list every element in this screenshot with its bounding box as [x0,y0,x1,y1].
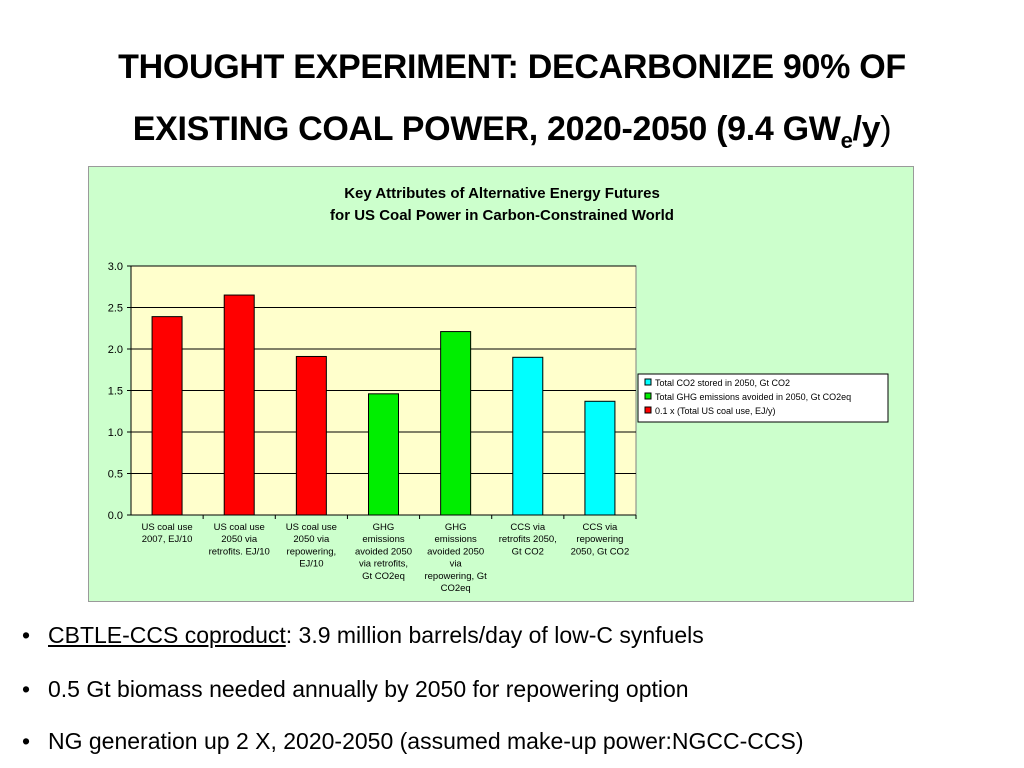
bullet-1-underlined: CBTLE-CCS coproduct [48,622,286,648]
bullet-dot: • [22,676,31,702]
x-tick-label: 2050 via [293,534,330,545]
x-tick-label: US coal use [141,522,192,533]
bullet-item-1: • CBTLE-CCS coproduct: 3.9 million barrel… [22,622,704,649]
y-tick-label: 1.0 [108,427,123,439]
x-tick-label: via [450,559,463,570]
legend-swatch [644,406,652,414]
legend-label: Total CO2 stored in 2050, Gt CO2 [655,378,790,388]
x-tick-label: avoided 2050 [427,546,484,557]
legend-swatch [644,392,652,400]
y-tick-label: 0.5 [108,469,123,481]
x-tick-label: CCS via [583,522,619,533]
y-tick-label: 2.0 [108,344,123,356]
bullet-2-text: 0.5 Gt biomass needed annually by 2050 f… [48,676,689,702]
legend [637,373,889,423]
x-tick-label: GHG [373,522,395,533]
x-tick-label: repowering, [287,546,337,557]
x-tick-label: CO2eq [441,583,471,594]
y-tick-label: 3.0 [108,261,123,273]
bar [368,393,399,516]
title-line-2-main: EXISTING COAL POWER, 2020-2050 (9.4 GW [132,110,841,148]
bar [440,331,472,516]
chart-title-line-2: for US Coal Power in Carbon-Constrained … [330,207,674,224]
title-subscript: e [840,128,853,153]
bar [151,316,183,516]
bar [512,356,544,516]
y-tick-label: 1.5 [108,386,123,398]
bar-chart: Key Attributes of Alternative Energy Fut… [108,185,889,594]
x-tick-label: avoided 2050 [355,546,412,557]
x-tick-label: via retrofits, [359,559,408,570]
title-line-1: THOUGHT EXPERIMENT: DECARBONIZE 90% OF [118,48,906,86]
title-line-2-close: ) [880,110,892,148]
x-tick-label: GHG [445,522,467,533]
x-tick-label: retrofits. EJ/10 [209,546,270,557]
legend-label: Total GHG emissions avoided in 2050, Gt … [655,392,851,402]
y-tick-label: 0.0 [108,510,123,522]
bullet-item-2: • 0.5 Gt biomass needed annually by 2050 … [22,676,689,703]
x-tick-label: repowering [576,534,623,545]
title-line-2: EXISTING COAL POWER, 2020-2050 (9.4 GWe/… [0,98,1024,160]
x-tick-label: emissions [435,534,477,545]
bullet-item-3: • NG generation up 2 X, 2020-2050 (assume… [22,728,804,755]
bullet-3-text: NG generation up 2 X, 2020-2050 (assumed… [48,728,804,754]
slide-title: THOUGHT EXPERIMENT: DECARBONIZE 90% OF E… [0,36,1024,160]
bar [584,400,616,516]
bullet-1-text: : 3.9 million barrels/day of low-C synfu… [285,622,704,648]
x-tick-label: US coal use [286,522,337,533]
x-tick-label: repowering, Gt [424,571,487,582]
bar [223,294,255,516]
legend-label: 0.1 x (Total US coal use, EJ/y) [655,406,776,416]
x-tick-label: Gt CO2eq [362,571,405,582]
x-tick-label: emissions [362,534,404,545]
chart-title-line-1: Key Attributes of Alternative Energy Fut… [344,185,660,202]
x-tick-label: US coal use [214,522,265,533]
bar [295,355,327,516]
x-tick-label: retrofits 2050, [499,534,557,545]
legend-swatch [644,378,652,386]
chart-container: Key Attributes of Alternative Energy Fut… [88,166,914,602]
x-tick-label: CCS via [510,522,546,533]
x-tick-label: 2050 via [221,534,258,545]
bullet-dot: • [22,728,31,754]
x-tick-label: 2007, EJ/10 [142,534,193,545]
y-tick-label: 2.5 [108,303,123,315]
title-line-2-end: /y [852,110,881,148]
x-tick-label: Gt CO2 [512,546,544,557]
x-tick-label: EJ/10 [299,559,323,570]
bullet-dot: • [22,622,31,648]
x-tick-label: 2050, Gt CO2 [571,546,630,557]
